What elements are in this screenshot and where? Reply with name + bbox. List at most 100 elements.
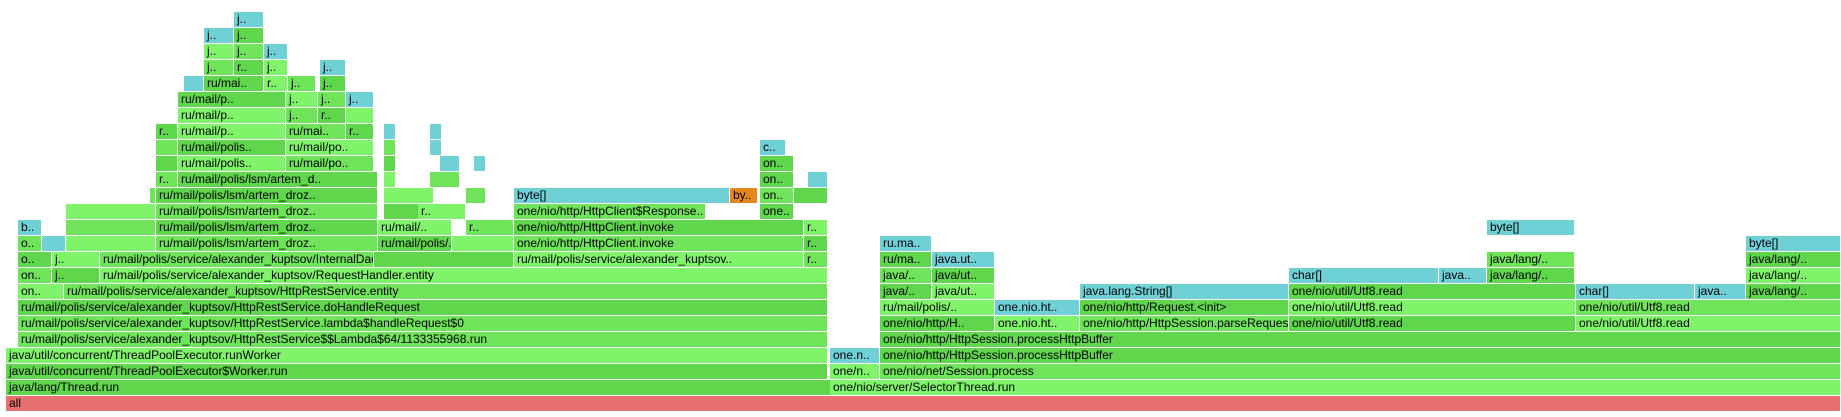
- flame-frame[interactable]: [430, 140, 442, 155]
- flame-frame[interactable]: j..: [320, 76, 346, 91]
- flame-frame[interactable]: [384, 140, 396, 155]
- flame-frame[interactable]: j..: [234, 44, 264, 59]
- flame-frame[interactable]: ru/mail/polis/lsm/artem_droz..: [156, 188, 378, 203]
- flame-frame[interactable]: r..: [156, 124, 178, 139]
- flame-frame[interactable]: one.nio.ht..: [995, 316, 1080, 331]
- flame-frame[interactable]: on..: [760, 172, 794, 187]
- flame-frame[interactable]: one/nio/http/HttpClient.invoke: [514, 236, 804, 251]
- flame-frame[interactable]: on..: [18, 284, 64, 299]
- flame-frame[interactable]: ru/mail/polis..: [178, 140, 286, 155]
- flame-frame[interactable]: j..: [52, 268, 100, 283]
- flame-frame[interactable]: [474, 156, 486, 171]
- flame-frame[interactable]: j..: [320, 60, 346, 75]
- flame-frame[interactable]: ru/mail/polis/lsm/artem_droz..: [156, 204, 378, 219]
- flame-frame[interactable]: [384, 172, 396, 187]
- flame-frame[interactable]: java/util/concurrent/ThreadPoolExecutor$…: [6, 364, 828, 379]
- flame-frame[interactable]: ru/mail/po..: [286, 140, 374, 155]
- flame-frame[interactable]: j..: [264, 60, 288, 75]
- flame-frame[interactable]: ru/mail/polis/service/alexander_kuptsov/…: [18, 332, 828, 347]
- flame-frame[interactable]: one.n..: [830, 348, 880, 363]
- flame-frame[interactable]: ru/mail/polis/service/alexander_kuptsov/…: [100, 252, 374, 267]
- flame-frame[interactable]: java.lang.String[]: [1080, 284, 1289, 299]
- flame-frame[interactable]: b..: [18, 220, 42, 235]
- flame-frame[interactable]: java/lang/..: [1746, 268, 1841, 283]
- flame-frame[interactable]: java/..: [880, 284, 932, 299]
- flame-frame[interactable]: [184, 76, 204, 91]
- flame-frame[interactable]: j..: [204, 28, 234, 43]
- flame-frame[interactable]: ru/mail/polis/lsm/artem_d..: [178, 172, 378, 187]
- flame-frame[interactable]: j..: [318, 92, 346, 107]
- flame-frame[interactable]: one..: [760, 204, 794, 219]
- flame-frame[interactable]: on..: [18, 268, 52, 283]
- flame-frame[interactable]: ru/mail/p..: [178, 124, 286, 139]
- flame-frame[interactable]: j..: [204, 44, 234, 59]
- flame-frame[interactable]: one/nio/net/Session.process: [880, 364, 1841, 379]
- flame-frame[interactable]: one/nio/http/HttpClient.invoke: [514, 220, 804, 235]
- flame-frame[interactable]: j..: [52, 252, 100, 267]
- flame-frame[interactable]: [42, 236, 66, 251]
- flame-frame[interactable]: ru/mai..: [204, 76, 264, 91]
- flame-frame[interactable]: j..: [286, 92, 318, 107]
- flame-frame[interactable]: j..: [204, 60, 234, 75]
- flame-frame[interactable]: java/util/concurrent/ThreadPoolExecutor.…: [6, 348, 828, 363]
- flame-frame[interactable]: one/nio/util/Utf8.read: [1289, 300, 1576, 315]
- flame-frame[interactable]: [384, 156, 396, 171]
- flame-frame[interactable]: ru/mail/polis/service/alexander_kuptsov/…: [18, 316, 828, 331]
- flame-frame[interactable]: ru/mail/polis..: [178, 156, 286, 171]
- flame-frame[interactable]: one/nio/server/SelectorThread.run: [830, 380, 1841, 395]
- flame-frame[interactable]: char[]: [1289, 268, 1439, 283]
- flame-frame[interactable]: j..: [286, 108, 318, 123]
- flame-frame[interactable]: [384, 188, 434, 203]
- flame-frame[interactable]: one/nio/http/HttpSession.processHttpBuff…: [880, 332, 1841, 347]
- flame-frame[interactable]: [66, 236, 156, 251]
- flame-frame[interactable]: ru/mail/p..: [178, 92, 286, 107]
- flame-frame[interactable]: j..: [346, 92, 374, 107]
- flame-frame[interactable]: r..: [264, 76, 288, 91]
- flame-frame[interactable]: ru/mail/polis/..: [880, 300, 995, 315]
- flame-frame[interactable]: one/n..: [830, 364, 880, 379]
- flame-frame[interactable]: r..: [418, 204, 466, 219]
- flame-frame[interactable]: j..: [234, 28, 264, 43]
- flame-frame[interactable]: [808, 172, 828, 187]
- flame-frame[interactable]: o..: [18, 252, 52, 267]
- flame-frame[interactable]: one/nio/util/Utf8.read: [1289, 284, 1576, 299]
- flame-frame[interactable]: c..: [760, 140, 786, 155]
- flame-frame[interactable]: [374, 252, 514, 267]
- flame-frame[interactable]: java/lang/..: [1746, 252, 1841, 267]
- flame-frame[interactable]: [384, 124, 396, 139]
- flame-frame[interactable]: [156, 156, 178, 171]
- flame-frame[interactable]: [66, 204, 156, 219]
- flame-frame[interactable]: ru.ma..: [880, 236, 932, 251]
- flame-frame[interactable]: ru/mai..: [286, 124, 346, 139]
- flame-frame[interactable]: j..: [234, 12, 264, 27]
- flame-frame[interactable]: on..: [760, 156, 794, 171]
- flame-frame[interactable]: ru/mail/polis/lsm/artem_droz..: [156, 236, 378, 251]
- flame-frame[interactable]: r..: [156, 172, 178, 187]
- flame-frame[interactable]: java/lang/..: [1487, 268, 1575, 283]
- flame-frame[interactable]: java/ut..: [932, 284, 995, 299]
- flame-frame[interactable]: byte[]: [1487, 220, 1575, 235]
- flame-frame[interactable]: [794, 188, 828, 203]
- flame-frame[interactable]: r..: [804, 220, 828, 235]
- flame-frame[interactable]: r..: [466, 220, 514, 235]
- flame-frame[interactable]: one/nio/util/Utf8.read: [1576, 316, 1841, 331]
- flame-frame[interactable]: [156, 140, 178, 155]
- flame-frame[interactable]: ru/mail/polis/service/alexander_kuptsov.…: [514, 252, 804, 267]
- flame-frame[interactable]: [452, 236, 514, 251]
- flame-frame[interactable]: [430, 172, 460, 187]
- flame-frame[interactable]: [430, 124, 442, 139]
- flame-frame[interactable]: ru/mail/polis/service/alexander_kuptsov/…: [64, 284, 828, 299]
- flame-frame[interactable]: ru/mail/po..: [286, 156, 374, 171]
- flame-frame[interactable]: on..: [760, 188, 794, 203]
- flame-frame[interactable]: java/lang/Thread.run: [6, 380, 834, 395]
- flame-frame[interactable]: [346, 108, 374, 123]
- flame-frame[interactable]: byte[]: [1746, 236, 1841, 251]
- flame-frame[interactable]: r..: [234, 60, 264, 75]
- flame-frame[interactable]: one.nio.ht..: [995, 300, 1080, 315]
- flame-frame[interactable]: java.ut..: [932, 252, 995, 267]
- flame-frame[interactable]: ru/mail/p..: [178, 108, 286, 123]
- flame-frame[interactable]: [66, 220, 156, 235]
- flame-frame[interactable]: java/lang/..: [1487, 252, 1575, 267]
- flame-frame[interactable]: [150, 188, 156, 203]
- flame-frame[interactable]: ru/mail/polis/service/alexander_kuptsov/…: [18, 300, 828, 315]
